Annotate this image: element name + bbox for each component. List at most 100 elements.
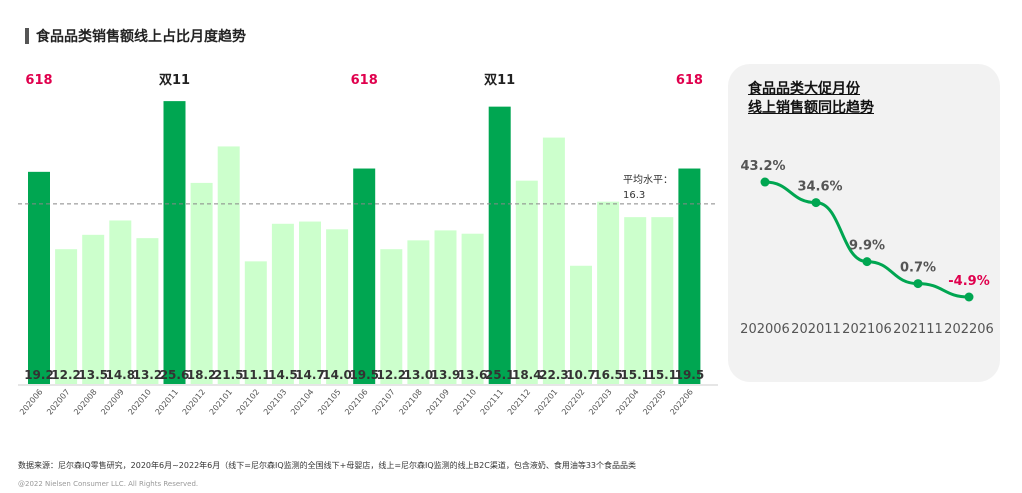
title-text: 食品品类销售额线上占比月度趋势 <box>36 29 246 45</box>
yoy-panel <box>728 64 1000 382</box>
bar-value-label: 13.9 <box>431 368 461 382</box>
x-tick-label: 202111 <box>479 388 506 417</box>
bar-202008 <box>82 234 105 384</box>
x-tick-label: 202106 <box>343 388 370 417</box>
yoy-value-label: 9.9% <box>849 239 885 254</box>
x-tick-label: 202103 <box>262 388 289 417</box>
promo-label: 双11 <box>484 73 515 88</box>
bar-202101 <box>217 146 240 384</box>
x-tick-label: 202006 <box>18 388 45 417</box>
promo-label: 618 <box>351 73 378 88</box>
bar-202109 <box>434 230 457 384</box>
bar-202201 <box>542 137 565 384</box>
x-tick-label: 202109 <box>425 388 452 417</box>
bar-value-label: 13.2 <box>133 368 163 382</box>
bar-202205 <box>651 217 674 384</box>
average-label: 平均水平： <box>623 174 673 186</box>
bar-value-label: 19.5 <box>675 368 705 382</box>
bar-value-label: 10.7 <box>566 368 596 382</box>
bar-202009 <box>109 220 132 384</box>
bar-202202 <box>570 265 592 384</box>
x-tick-label: 202107 <box>370 388 397 417</box>
x-tick-label: 202008 <box>72 388 99 417</box>
yoy-x-label: 202206 <box>944 322 994 337</box>
yoy-x-label: 202011 <box>791 322 841 337</box>
bar-202203 <box>597 201 620 384</box>
bar-value-label: 25.1 <box>485 368 515 382</box>
bar-value-label: 15.1 <box>620 368 650 382</box>
x-tick-label: 202101 <box>208 388 235 417</box>
yoy-point-202106 <box>862 257 872 267</box>
promo-label: 618 <box>25 73 52 88</box>
bar-202206 <box>678 168 701 384</box>
yoy-value-label: 0.7% <box>900 261 936 276</box>
yoy-x-label: 202006 <box>740 322 790 337</box>
average-value: 16.3 <box>623 190 645 201</box>
yoy-value-label: -4.9% <box>948 274 989 289</box>
bar-value-label: 18.4 <box>512 368 542 382</box>
x-tick-label: 202205 <box>641 388 668 417</box>
bar-202106 <box>353 168 376 384</box>
promo-label: 双11 <box>159 73 190 88</box>
title-marker <box>25 28 29 44</box>
bar-value-label: 14.5 <box>268 368 298 382</box>
yoy-point-202206 <box>964 292 974 302</box>
bar-value-label: 11.1 <box>241 368 271 382</box>
bar-value-label: 18.2 <box>187 368 217 382</box>
bar-value-label: 25.6 <box>160 368 190 382</box>
x-tick-label: 202206 <box>668 388 695 417</box>
x-tick-label: 202010 <box>126 388 153 417</box>
bar-202107 <box>380 249 403 384</box>
bar-value-label: 14.7 <box>295 368 325 382</box>
x-tick-label: 202201 <box>533 388 560 417</box>
bar-202007 <box>55 249 78 384</box>
bar-202110 <box>461 233 484 384</box>
x-tick-label: 202105 <box>316 388 343 417</box>
x-tick-label: 202104 <box>289 388 316 417</box>
bar-202105 <box>326 229 349 384</box>
bar-value-label: 19.2 <box>24 368 54 382</box>
bar-202012 <box>190 182 213 384</box>
bar-value-label: 12.2 <box>51 368 81 382</box>
bar-value-label: 16.5 <box>593 368 623 382</box>
x-tick-label: 202110 <box>452 388 479 417</box>
bar-value-label: 13.0 <box>404 368 434 382</box>
bar-value-label: 13.6 <box>458 368 488 382</box>
x-tick-label: 202112 <box>506 388 533 417</box>
bar-202103 <box>271 223 294 384</box>
yoy-value-label: 43.2% <box>740 159 785 174</box>
yoy-value-label: 34.6% <box>797 180 842 195</box>
bar-202010 <box>136 238 159 384</box>
bar-202111 <box>488 106 511 385</box>
yoy-x-label: 202106 <box>842 322 892 337</box>
bar-202102 <box>244 261 267 384</box>
yoy-point-202111 <box>913 279 923 289</box>
chart-title: 食品品类销售额线上占比月度趋势 <box>25 26 246 46</box>
x-tick-label: 202011 <box>154 388 181 417</box>
bar-value-label: 14.0 <box>322 368 352 382</box>
bar-202104 <box>299 221 321 384</box>
x-tick-label: 202012 <box>181 388 208 417</box>
bar-202108 <box>407 240 430 384</box>
yoy-title-line1: 食品品类大促月份 <box>748 81 860 97</box>
bar-value-label: 22.3 <box>539 368 569 382</box>
x-tick-label: 202108 <box>397 388 424 417</box>
yoy-x-label: 202111 <box>893 322 943 337</box>
x-tick-label: 202007 <box>45 388 72 417</box>
yoy-title: 食品品类大促月份 线上销售额同比趋势 <box>748 80 874 118</box>
copyright: @2022 Nielsen Consumer LLC. All Rights R… <box>18 480 199 488</box>
bar-202006 <box>28 171 50 384</box>
bar-value-label: 12.2 <box>376 368 406 382</box>
promo-label: 618 <box>676 73 703 88</box>
yoy-point-202011 <box>811 198 821 208</box>
bar-202011 <box>163 101 186 385</box>
bar-value-label: 19.5 <box>349 368 379 382</box>
x-tick-label: 202009 <box>99 388 126 417</box>
yoy-title-line2: 线上销售额同比趋势 <box>748 100 874 116</box>
source-note: 数据来源：尼尔森IQ零售研究，2020年6月~2022年6月（线下=尼尔森IQ监… <box>18 461 637 470</box>
yoy-point-202006 <box>760 177 770 187</box>
bar-value-label: 15.1 <box>647 368 677 382</box>
x-tick-label: 202204 <box>614 388 641 417</box>
bar-202112 <box>515 180 538 384</box>
